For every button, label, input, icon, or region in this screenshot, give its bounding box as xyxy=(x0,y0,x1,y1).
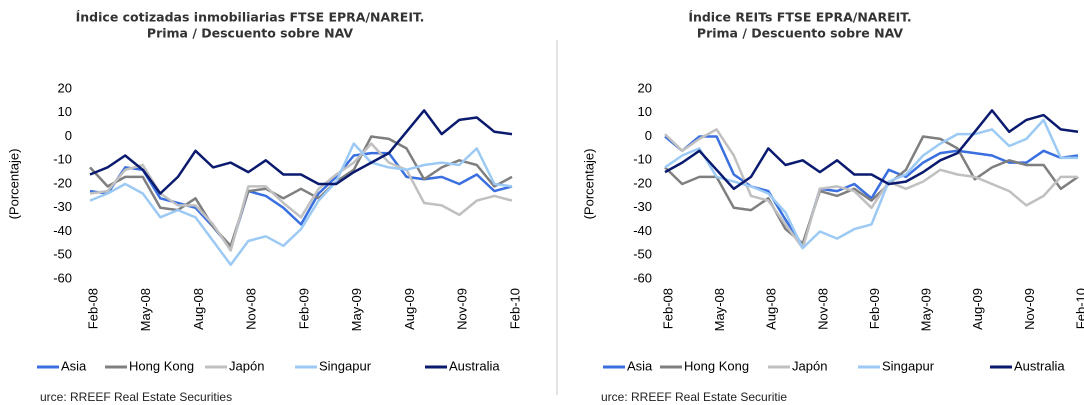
series-line xyxy=(89,151,513,250)
y-tick-label: -40 xyxy=(633,223,652,238)
y-tick-label: -30 xyxy=(53,199,72,214)
y-tick-label: 0 xyxy=(65,128,72,143)
y-tick-label: -10 xyxy=(53,152,72,167)
x-tick-label: Nov-08 xyxy=(815,288,830,330)
source: urce: RREEF Real Estate Securities xyxy=(40,390,232,404)
y-tick-label: -30 xyxy=(633,199,652,214)
y-axis-label: (Porcentaje) xyxy=(581,149,596,220)
legend-label: Australia xyxy=(449,358,500,373)
legend-label: Asia xyxy=(61,358,87,373)
x-tick-label: Feb-08 xyxy=(85,288,100,329)
x-tick-label: May-08 xyxy=(712,288,727,331)
x-tick-label: Feb-10 xyxy=(507,288,522,329)
x-tick-label: May-09 xyxy=(919,288,934,331)
x-tick-label: May-08 xyxy=(138,288,153,331)
y-tick-label: -20 xyxy=(633,175,652,190)
y-tick-label: 0 xyxy=(645,128,652,143)
legend-label: Singapur xyxy=(882,358,935,373)
series-line xyxy=(664,109,1079,191)
legend-label: Asia xyxy=(627,358,653,373)
y-tick-label: -50 xyxy=(53,247,72,262)
chart-title: Índice REITs FTSE EPRA/NAREIT. xyxy=(688,10,911,25)
x-tick-label: Aug-08 xyxy=(764,288,779,330)
y-tick-label: 20 xyxy=(58,80,72,95)
x-tick-label: May-09 xyxy=(349,288,364,331)
series-line xyxy=(89,142,513,267)
y-tick-label: 10 xyxy=(58,104,72,119)
x-tick-label: Aug-08 xyxy=(191,288,206,330)
y-axis-label: (Porcentaje) xyxy=(6,149,21,220)
series-line xyxy=(89,109,513,195)
legend-label: Hong Kong xyxy=(684,358,749,373)
y-tick-label: -20 xyxy=(53,175,72,190)
y-tick-label: -10 xyxy=(633,152,652,167)
chart-subtitle: Prima / Descuento sobre NAV xyxy=(147,26,353,41)
x-tick-label: Feb-08 xyxy=(660,288,675,329)
chart-subtitle: Prima / Descuento sobre NAV xyxy=(697,26,903,41)
y-tick-label: -60 xyxy=(633,270,652,285)
x-tick-label: Feb-09 xyxy=(296,288,311,329)
legend-label: Japón xyxy=(229,358,264,373)
series-line xyxy=(664,118,1078,250)
chart-title: Índice cotizadas inmobiliarias FTSE EPRA… xyxy=(76,10,425,25)
y-tick-label: 20 xyxy=(638,80,652,95)
series-line xyxy=(664,135,1079,248)
y-tick-label: 10 xyxy=(638,104,652,119)
x-tick-label: Nov-09 xyxy=(455,288,470,330)
legend-label: Australia xyxy=(1014,358,1065,373)
series-line xyxy=(89,135,513,248)
x-tick-label: Feb-09 xyxy=(867,288,882,329)
x-tick-label: Nov-09 xyxy=(1022,288,1037,330)
y-tick-label: -40 xyxy=(53,223,72,238)
series-line xyxy=(664,128,1078,250)
source: urce: RREEF Real Estate Securitie xyxy=(601,390,787,404)
legend-label: Hong Kong xyxy=(129,358,194,373)
y-tick-label: -60 xyxy=(53,270,72,285)
legend-label: Singapur xyxy=(319,358,372,373)
y-tick-label: -50 xyxy=(633,247,652,262)
legend-label: Japón xyxy=(792,358,827,373)
x-tick-label: Nov-08 xyxy=(244,288,259,330)
x-tick-label: Feb-10 xyxy=(1073,288,1084,329)
x-tick-label: Aug-09 xyxy=(970,288,985,330)
x-tick-label: Aug-09 xyxy=(402,288,417,330)
series-line xyxy=(664,135,1079,245)
